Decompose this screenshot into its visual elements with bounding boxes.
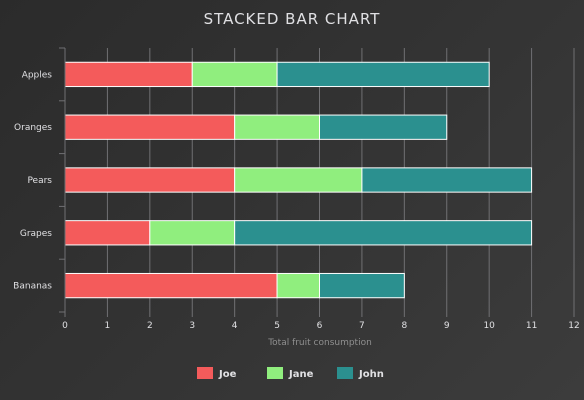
y-category-label: Grapes	[20, 229, 52, 239]
bars	[64, 61, 533, 299]
x-tick-label: 7	[359, 321, 365, 331]
bar-segment[interactable]	[319, 114, 448, 140]
axes: 0 1 2 3 4 5 6 7 8 9 10 11 12ApplesOrangesPearsGrapes…	[13, 47, 580, 331]
bar-segment[interactable]	[149, 220, 236, 246]
x-tick-label: 4	[232, 321, 238, 331]
x-tick-label: 6	[317, 321, 323, 331]
x-tick-label: 5	[274, 321, 280, 331]
x-tick-label: 8	[401, 321, 407, 331]
bar-segment[interactable]	[191, 61, 278, 88]
x-tick-label: 2	[147, 321, 153, 331]
bar-segment[interactable]	[234, 167, 363, 193]
legend-item[interactable]: Jane	[267, 367, 314, 380]
legend: Joe Jane John	[197, 367, 384, 380]
bar-segment[interactable]	[361, 167, 533, 193]
legend-swatch	[267, 367, 283, 379]
x-tick-label: 3	[189, 321, 195, 331]
legend-label: Joe	[218, 369, 237, 380]
bar-segment[interactable]	[276, 61, 490, 88]
bar-segment[interactable]	[234, 114, 321, 140]
y-category-label: Bananas	[13, 282, 52, 292]
legend-swatch	[337, 367, 353, 379]
x-tick-label: 0	[62, 321, 68, 331]
x-tick-label: 10	[483, 321, 495, 331]
legend-label: Jane	[288, 369, 314, 380]
bar-segment[interactable]	[64, 61, 193, 88]
x-axis-title: Total fruit consumption	[267, 338, 372, 348]
bar-segment[interactable]	[276, 272, 321, 299]
legend-item[interactable]: Joe	[197, 367, 237, 380]
y-category-label: Apples	[22, 70, 53, 80]
x-tick-label: 11	[526, 321, 537, 331]
bar-segment[interactable]	[234, 220, 533, 246]
bar-segment[interactable]	[319, 272, 405, 299]
legend-label: John	[358, 369, 384, 380]
bar-segment[interactable]	[64, 220, 151, 246]
y-category-label: Pears	[27, 176, 52, 186]
x-tick-label: 9	[444, 321, 450, 331]
chart-title: STACKED BAR CHART	[204, 10, 381, 28]
y-category-label: Oranges	[14, 123, 52, 133]
legend-item[interactable]: John	[337, 367, 384, 380]
x-tick-label: 1	[105, 321, 111, 331]
bar-segment[interactable]	[64, 114, 236, 140]
bar-segment[interactable]	[64, 272, 278, 299]
bar-segment[interactable]	[64, 167, 236, 193]
legend-swatch	[197, 367, 213, 379]
x-tick-label: 12	[568, 321, 579, 331]
